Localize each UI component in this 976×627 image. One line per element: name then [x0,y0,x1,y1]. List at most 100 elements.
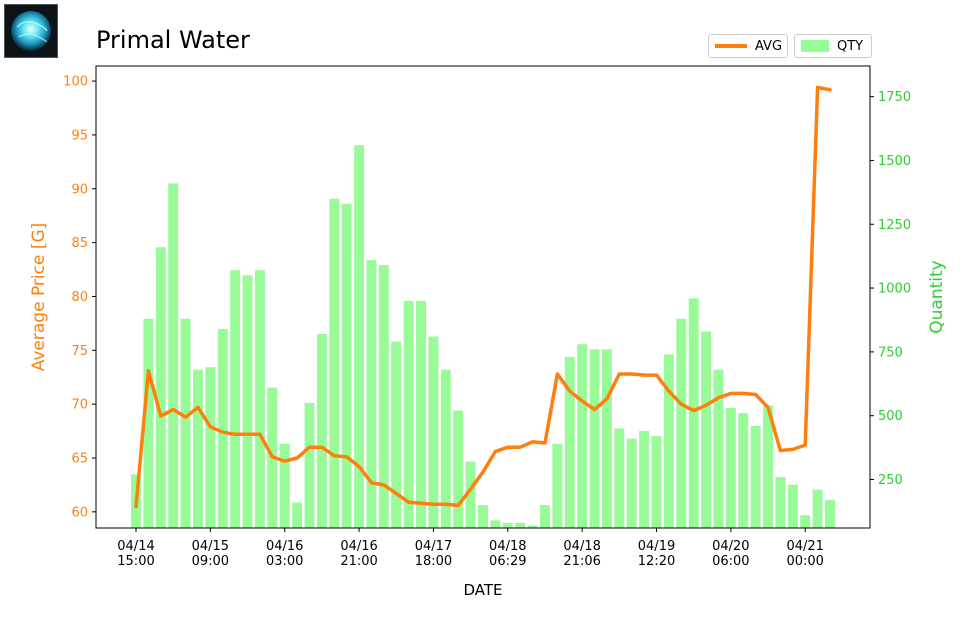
right-tick-label: 750 [878,345,903,360]
qty-bar [663,354,674,528]
qty-bar [515,522,526,528]
x-tick-label-date: 04/20 [712,539,749,554]
x-tick-label-date: 04/18 [563,539,600,554]
qty-bar [391,341,402,528]
left-tick-label: 60 [71,505,88,520]
qty-bar [800,515,811,528]
qty-bar [242,275,253,528]
legend-qty-swatch [801,40,829,52]
left-tick-label: 90 [71,182,88,197]
plot-frame [95,65,871,529]
right-tick-label: 1500 [878,154,911,169]
legend-qty: QTY [794,34,872,58]
qty-bar [688,298,699,528]
x-tick-label-time: 21:06 [563,554,600,569]
qty-bar [217,328,228,528]
x-tick-label-date: 04/16 [340,539,377,554]
x-tick-label-date: 04/14 [117,539,154,554]
qty-bar [626,438,637,528]
qty-bar [416,300,426,528]
qty-bar [725,408,736,528]
qty-bar [403,300,414,528]
qty-bar [180,318,191,528]
qty-bar [205,367,216,528]
qty-bar [168,183,179,528]
right-axis-label: Quantity [927,260,947,333]
qty-bar [540,505,550,528]
right-tick-label: 1750 [878,90,911,105]
x-tick-label-date: 04/16 [266,539,303,554]
qty-bar [614,428,625,528]
legend-avg: AVG [708,34,788,58]
qty-bar [651,436,662,528]
x-tick-label-time: 15:00 [117,554,154,569]
qty-bar [639,431,650,528]
legend-avg-label: AVG [755,38,783,54]
left-tick-label: 85 [71,236,88,251]
left-tick-label: 95 [71,128,88,143]
qty-bar [155,247,166,529]
x-tick-label-date: 04/19 [638,539,675,554]
qty-bar [701,331,712,528]
qty-bar [589,349,600,528]
qty-bar [304,402,315,528]
x-tick-label-time: 21:00 [340,554,377,569]
qty-bar [254,270,265,528]
qty-bar [713,369,724,528]
left-tick-label: 75 [71,344,88,359]
x-axis-label: DATE [463,581,502,599]
qty-bar [676,318,687,528]
qty-bar [577,344,588,528]
right-tick-label: 1250 [878,218,911,233]
qty-bar [812,489,823,528]
qty-bar [354,145,365,528]
qty-bar [775,476,786,528]
x-tick-label-time: 06:29 [489,554,526,569]
avg-line [134,85,832,509]
qty-bar [738,413,749,528]
x-tick-label-time: 00:00 [786,554,823,569]
qty-bar [564,356,575,528]
qty-bar [279,443,290,528]
qty-bar [440,369,451,528]
x-tick-label-time: 06:00 [712,554,749,569]
qty-bar [143,318,154,528]
qty-bar [366,259,377,528]
x-tick-label-date: 04/15 [192,539,229,554]
qty-bar [763,405,773,528]
qty-bar [453,410,464,528]
x-tick-label-time: 12:20 [638,554,675,569]
qty-bar [378,265,389,528]
qty-bar [490,520,501,528]
left-tick-label: 70 [71,398,88,413]
qty-bar [825,499,835,528]
qty-bar [465,461,476,528]
qty-bar [527,525,538,528]
legend-qty-label: QTY [837,38,864,54]
x-tick-label-time: 18:00 [415,554,452,569]
qty-bar [601,349,612,528]
qty-bar [787,484,798,528]
qty-bar [292,502,303,528]
right-tick-label: 1000 [878,282,911,297]
x-tick-label-time: 09:00 [192,554,229,569]
left-tick-label: 65 [71,452,88,467]
qty-bar [329,198,340,528]
qty-bar [316,334,327,528]
qty-bar [341,203,352,528]
qty-bar [428,336,439,528]
qty-bar [552,443,563,528]
left-tick-label: 100 [63,75,88,90]
qty-bar [750,425,761,528]
qty-bar [230,270,241,528]
x-tick-label-time: 03:00 [266,554,303,569]
x-tick-label-date: 04/21 [786,539,823,554]
primal-water-crystal-icon [4,4,58,58]
left-tick-label: 80 [71,290,88,305]
chart-title: Primal Water [96,26,250,54]
qty-bar [193,369,203,528]
right-tick-label: 250 [878,473,903,488]
qty-bar [478,505,488,528]
x-tick-label-date: 04/17 [415,539,452,554]
